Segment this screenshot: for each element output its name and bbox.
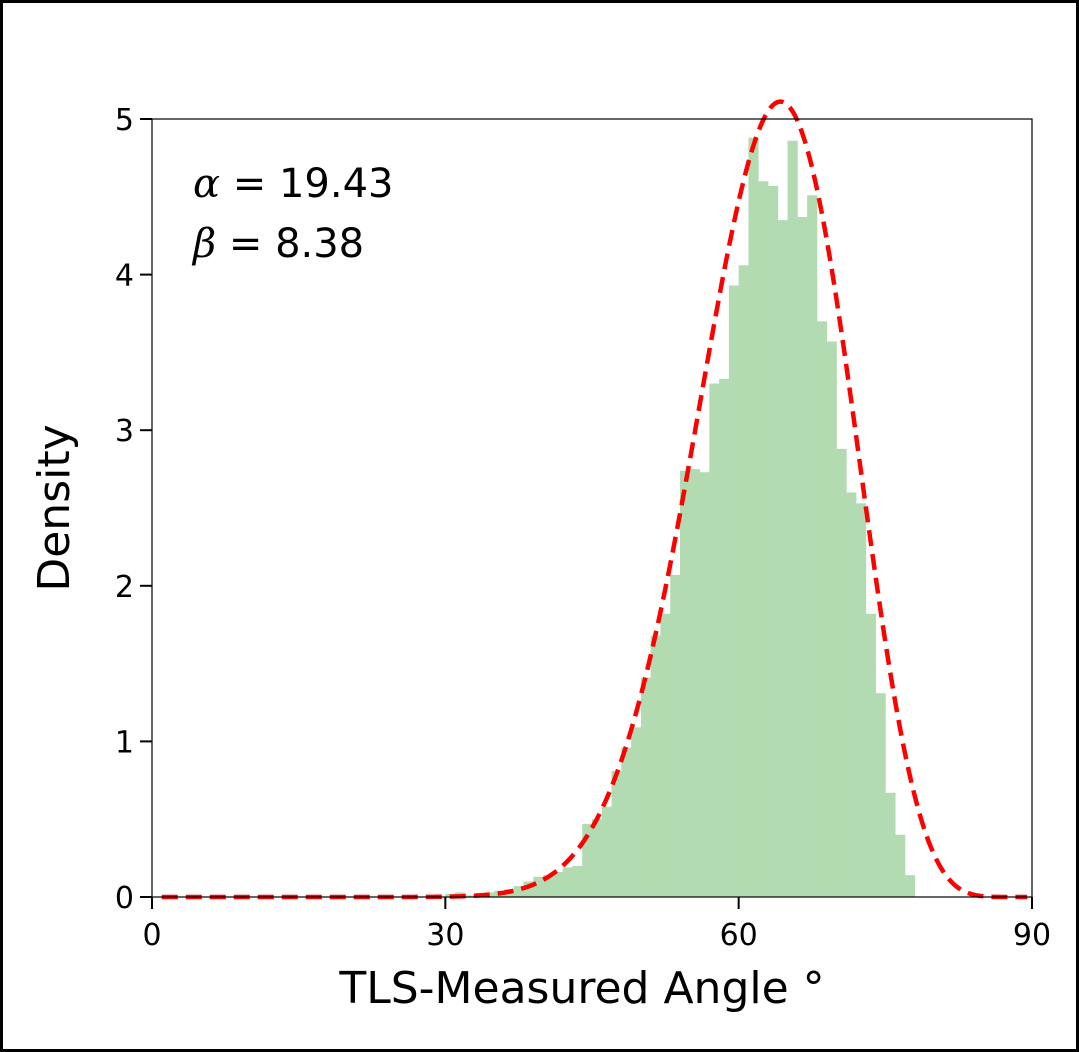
x-tick-label: 60 bbox=[720, 918, 758, 953]
histogram-bar bbox=[631, 727, 642, 897]
histogram-bar bbox=[552, 872, 564, 897]
beta-value: = 8.38 bbox=[216, 221, 364, 267]
plot-frame bbox=[151, 118, 1033, 898]
histogram-bar bbox=[865, 613, 876, 897]
histogram-bar bbox=[748, 137, 759, 897]
histogram-bar bbox=[464, 895, 476, 897]
histogram-bar bbox=[885, 792, 896, 897]
histogram-bar bbox=[601, 806, 612, 897]
histogram-bar bbox=[895, 834, 906, 897]
y-tick-label: 4 bbox=[115, 259, 134, 294]
histogram-bar bbox=[816, 321, 828, 897]
fit-parameters: α = 19.43 β = 8.38 bbox=[191, 161, 393, 267]
histogram-bar bbox=[680, 470, 691, 897]
histogram-bar bbox=[543, 875, 554, 897]
histogram-bar bbox=[709, 383, 720, 897]
histogram-bars bbox=[445, 137, 916, 898]
histogram-bar bbox=[787, 140, 798, 897]
histogram-bar bbox=[758, 181, 769, 898]
alpha-value: = 19.43 bbox=[220, 161, 393, 207]
histogram-bar bbox=[904, 875, 916, 897]
x-tick-label: 90 bbox=[1013, 918, 1051, 953]
x-axis-label: TLS-Measured Angle ° bbox=[338, 963, 824, 1014]
histogram-bar bbox=[513, 886, 524, 897]
alpha-annotation: α = 19.43 bbox=[193, 161, 393, 207]
histogram-bar bbox=[640, 677, 652, 897]
y-tick-label: 3 bbox=[115, 414, 134, 449]
histogram-bar bbox=[650, 635, 661, 897]
histogram-bar bbox=[670, 574, 681, 897]
histogram-bar bbox=[836, 448, 847, 897]
histogram-bar bbox=[689, 469, 700, 897]
histogram-bar bbox=[592, 819, 603, 897]
histogram-bar bbox=[768, 185, 779, 897]
histogram-bar bbox=[572, 865, 583, 897]
histogram-bar bbox=[728, 285, 740, 897]
histogram-bar bbox=[582, 823, 593, 897]
histogram-bar bbox=[611, 770, 622, 897]
histogram-bar bbox=[777, 220, 788, 897]
histogram-bar bbox=[807, 195, 818, 897]
x-tick-label: 30 bbox=[426, 918, 464, 953]
histogram-bar bbox=[875, 693, 886, 897]
y-tick-label: 2 bbox=[115, 570, 134, 605]
histogram-bar bbox=[719, 378, 730, 897]
axis-ticks: 0 30 60 90 0 1 2 3 4 5 bbox=[115, 103, 1051, 953]
y-tick-label: 1 bbox=[115, 725, 134, 760]
histogram-bar bbox=[523, 881, 534, 897]
beta-symbol: β bbox=[191, 221, 216, 267]
histogram-chart: 0 30 60 90 0 1 2 3 4 5 Density TLS-Measured Angle… bbox=[29, 99, 1051, 1014]
histogram-bar bbox=[699, 472, 710, 897]
histogram-bar bbox=[533, 876, 544, 897]
x-tick-label: 0 bbox=[142, 918, 161, 953]
y-axis-label: Density bbox=[29, 424, 80, 591]
beta-annotation: β = 8.38 bbox=[191, 221, 364, 267]
alpha-symbol: α bbox=[193, 161, 220, 207]
histogram-bar bbox=[660, 613, 671, 897]
histogram-bar bbox=[856, 503, 867, 897]
y-tick-label: 0 bbox=[115, 881, 134, 916]
histogram-bar bbox=[846, 492, 857, 897]
chart-figure: 0 30 60 90 0 1 2 3 4 5 Density TLS-Measured Angle… bbox=[3, 3, 1076, 1049]
histogram-bar bbox=[738, 265, 749, 897]
y-tick-label: 5 bbox=[115, 103, 134, 138]
histogram-bar bbox=[797, 217, 808, 897]
histogram-bar bbox=[621, 747, 632, 897]
histogram-bar bbox=[562, 867, 573, 897]
histogram-bar bbox=[826, 341, 837, 897]
